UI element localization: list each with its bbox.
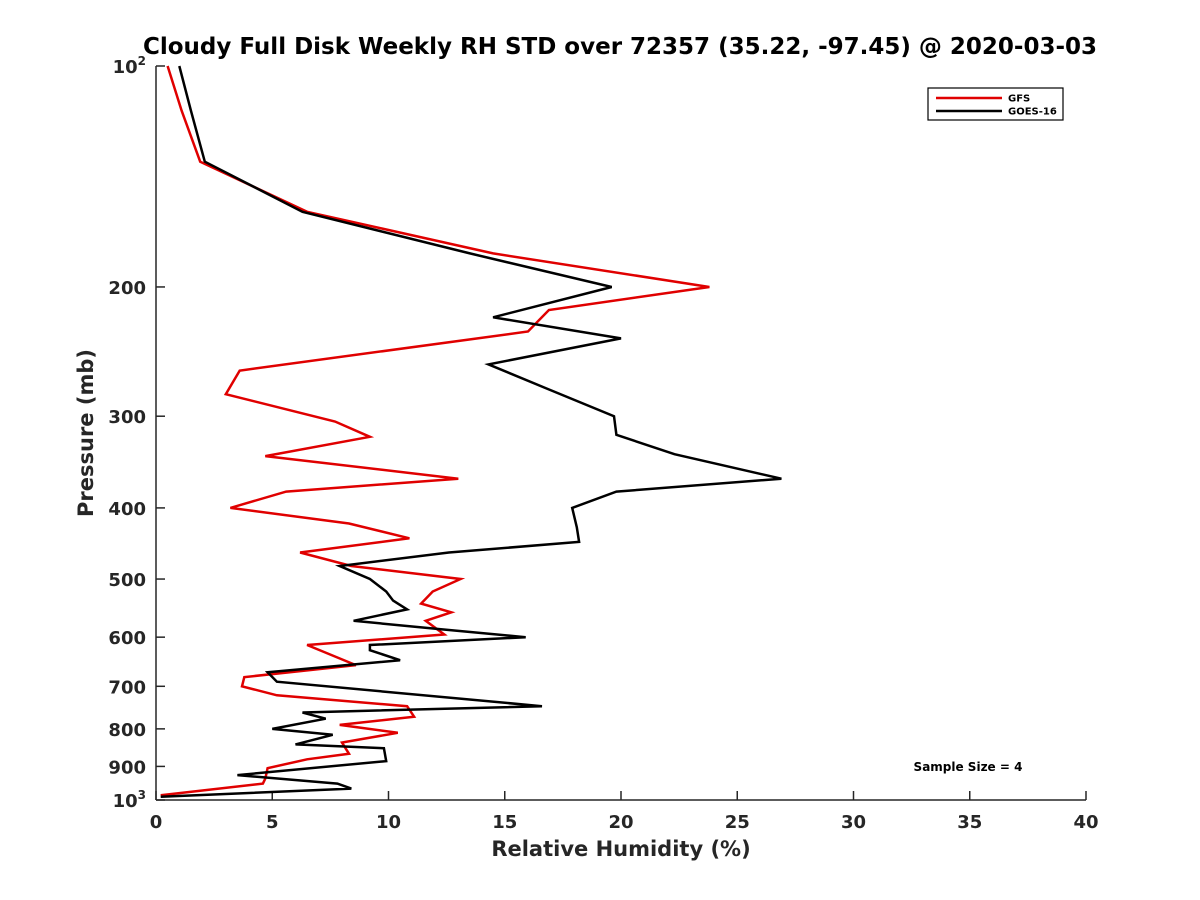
x-tick-label: 40 [1073, 812, 1098, 833]
y-tick-label: 500 [108, 570, 146, 591]
y-tick-label: 600 [108, 628, 146, 649]
legend: GFS GOES-16 [927, 87, 1064, 121]
y-axis-label: Pressure (mb) [74, 349, 98, 517]
y-axis-ticks: 102 200 300 400 500 600 700 800 900 103 [108, 54, 165, 812]
y-tick-label: 200 [108, 278, 146, 299]
x-tick-label: 0 [150, 812, 163, 833]
plot-frame [155, 66, 1086, 801]
sample-size-annotation: Sample Size = 4 [914, 760, 1023, 774]
y-tick-label: 102 [113, 54, 146, 78]
y-tick-label: 800 [108, 720, 146, 741]
x-axis-ticks: 0 5 10 15 20 25 30 35 40 [150, 791, 1099, 833]
legend-box [927, 87, 1064, 121]
y-tick-label: 300 [108, 407, 146, 428]
y-tick-label: 103 [113, 788, 146, 812]
y-tick-label: 400 [108, 499, 146, 520]
x-tick-label: 35 [957, 812, 982, 833]
x-tick-label: 25 [725, 812, 750, 833]
y-tick-label: 900 [108, 757, 146, 778]
series-line-goes-16 [160, 65, 782, 799]
x-axis-label: Relative Humidity (%) [491, 837, 750, 861]
legend-label-gfs: GFS [1008, 94, 1030, 105]
series-line-gfs [160, 65, 710, 797]
series-layer [160, 65, 782, 799]
x-tick-label: 20 [608, 812, 633, 833]
chart-title: Cloudy Full Disk Weekly RH STD over 7235… [143, 34, 1097, 60]
legend-label-goes-16: GOES-16 [1008, 107, 1057, 118]
x-tick-label: 10 [376, 812, 401, 833]
x-tick-label: 15 [492, 812, 517, 833]
x-tick-label: 30 [841, 812, 866, 833]
y-tick-label: 700 [108, 677, 146, 698]
x-tick-label: 5 [266, 812, 279, 833]
